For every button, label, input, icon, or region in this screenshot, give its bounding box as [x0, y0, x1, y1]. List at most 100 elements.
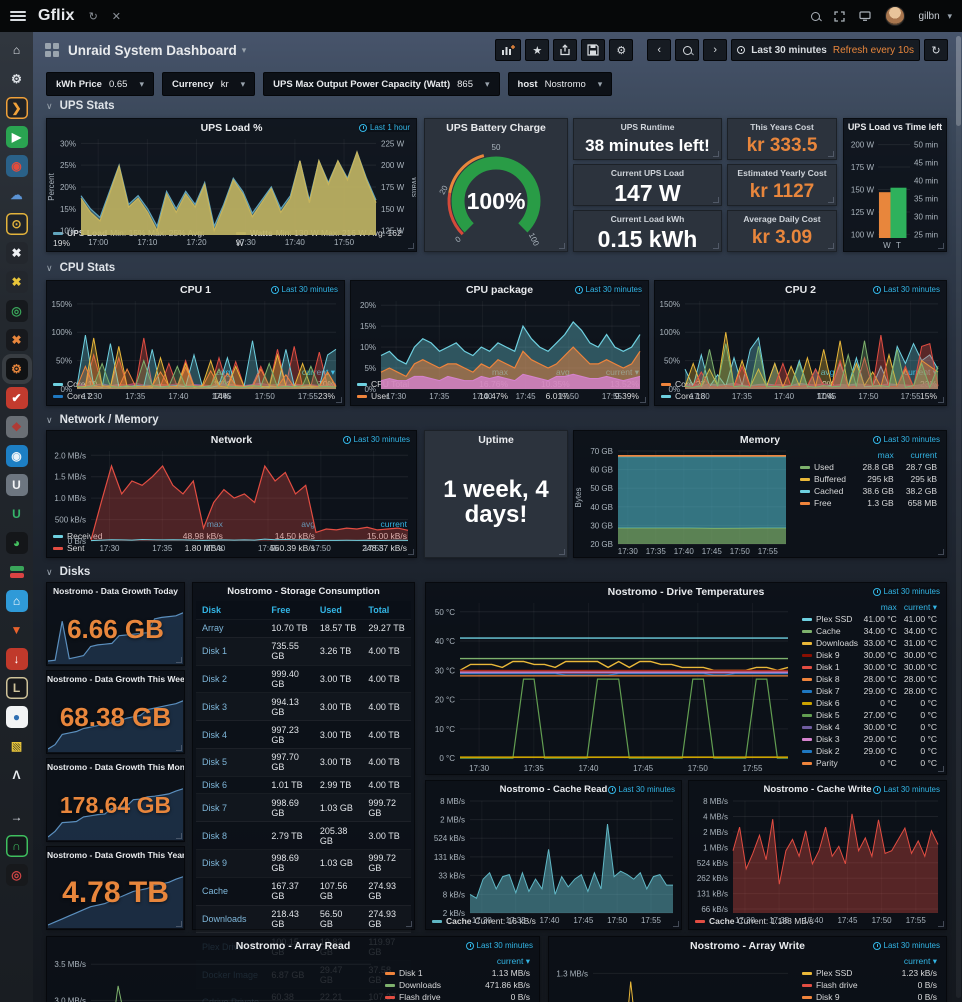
legend-item[interactable]: Disk 1 [385, 967, 463, 979]
time-back-button[interactable]: ‹ [647, 39, 672, 61]
time-range-badge[interactable]: Last 30 minutes [607, 785, 675, 794]
legend-column-header[interactable]: current [910, 450, 937, 460]
legend-column-header[interactable]: current ▾ [903, 956, 937, 966]
star-button[interactable]: ★ [525, 39, 550, 61]
cache-write-chart[interactable]: 66 kB/s 131 kB/s 262 kB/s 524 kB/s 1 MB/s 2 M… [689, 797, 946, 925]
app-x-orange-icon[interactable]: ✖ [5, 329, 28, 351]
app-green-u-icon[interactable]: U [12, 507, 21, 521]
app-blue-red-icon[interactable]: ◉ [5, 155, 28, 177]
cache-read-chart[interactable]: 2 kB/s 8 kB/s 33 kB/s 131 kB/s 524 kB/s 2 MB/… [426, 797, 681, 925]
legend-item[interactable]: User [357, 390, 449, 402]
panel-title[interactable]: Nostromo - Data Growth This Month [47, 762, 184, 772]
legend-item[interactable]: Flash drive [802, 979, 881, 991]
tab-refresh-icon[interactable]: ↻ [88, 10, 98, 23]
legend-item[interactable]: Downloads [802, 637, 860, 649]
network-chart[interactable]: 0 B/s 500 kB/s 1.0 MB/s 1.5 MB/s 2.0 MB/s 17:… [47, 447, 416, 553]
display-icon[interactable] [858, 11, 871, 21]
table-column-header[interactable]: Disk [196, 601, 266, 620]
panel-title[interactable]: This Years Cost [750, 122, 814, 132]
time-range-badge[interactable]: Last 30 minutes [465, 941, 533, 950]
app-shield-red-icon[interactable]: ✔ [5, 387, 28, 409]
variable-currency[interactable]: Currency kr ▾ [161, 72, 256, 96]
ups-load-chart[interactable]: 10% 15% 20% 25% 30% 125 W 150 W 175 W 200 W 225 W… [47, 135, 419, 247]
scrollbar[interactable] [956, 36, 961, 998]
app-green-play-icon[interactable]: ▶ [5, 126, 28, 148]
app-x-yellow-icon[interactable]: ✖ [5, 271, 28, 293]
panel-title[interactable]: CPU package [465, 284, 534, 296]
dashboard-title[interactable]: Unraid System Dashboard [68, 42, 237, 58]
panel-title[interactable]: Uptime [478, 434, 514, 446]
add-panel-button[interactable] [495, 39, 522, 61]
app-sushi-icon[interactable]: ◕ [5, 532, 28, 554]
panel-title[interactable]: Estimated Yearly Cost [737, 168, 827, 178]
home-icon[interactable]: ⌂ [12, 43, 21, 57]
legend-item[interactable]: Disk 2 [802, 745, 860, 757]
panel-title[interactable]: Current Load kWh [610, 214, 685, 224]
panel-title[interactable]: UPS Battery Charge [446, 122, 546, 134]
legend-item[interactable]: Core 2 [53, 390, 172, 402]
app-download-red-icon[interactable]: ↓ [5, 648, 28, 670]
legend-item[interactable]: Cache [802, 625, 860, 637]
app-jacket-icon[interactable]: Λ [12, 768, 21, 782]
legend-item[interactable]: Flash drive [385, 991, 463, 1002]
legend-item[interactable]: Disk 5 [802, 709, 860, 721]
variable-host[interactable]: host Nostromo ▾ [507, 72, 613, 96]
ups-load-vs-time-chart[interactable]: 100 W 125 W 150 W 175 W 200 W 25 min 30 min 35 … [844, 135, 946, 251]
panel-title[interactable]: Nostromo - Cache Read [499, 784, 608, 795]
app-github-icon[interactable]: ∩ [5, 835, 28, 857]
time-forward-button[interactable]: › [703, 39, 728, 61]
legend-item[interactable]: Plex SSD [802, 613, 860, 625]
panel-title[interactable]: Nostromo - Data Growth This Year [47, 850, 184, 860]
legend-column-header[interactable]: current ▾ [301, 367, 335, 377]
legend-column-header[interactable]: current ▾ [903, 602, 937, 612]
legend-item[interactable]: Disk 4 [802, 721, 860, 733]
legend-column-header[interactable]: current ▾ [496, 956, 530, 966]
legend-item[interactable]: Sent [53, 542, 142, 554]
search-icon[interactable] [810, 11, 820, 21]
legend-item[interactable]: Plex SSD [802, 967, 881, 979]
dashboard-settings-button[interactable]: ⚙ [609, 39, 634, 61]
legend-column-header[interactable]: current ▾ [903, 367, 937, 377]
legend-item[interactable]: Disk 9 [802, 991, 881, 1002]
time-picker-button[interactable]: Last 30 minutes Refresh every 10s [731, 39, 920, 61]
share-button[interactable] [553, 39, 578, 61]
legend-item[interactable]: Core 10 [53, 378, 172, 390]
app-gear-orange-icon[interactable]: ⚙ [5, 358, 28, 380]
legend-item[interactable]: Disk 6 [802, 697, 860, 709]
section-ups-stats[interactable]: ∨ UPS Stats [46, 100, 115, 112]
panel-title[interactable]: Average Daily Cost [743, 214, 821, 224]
save-button[interactable] [581, 39, 606, 61]
section-disks[interactable]: ∨ Disks [46, 566, 91, 578]
app-gitlab-icon[interactable]: ▼ [10, 623, 23, 637]
section-network-memory[interactable]: ∨ Network / Memory [46, 414, 159, 426]
legend-item[interactable]: Disk 9 [802, 649, 860, 661]
app-sub-icon[interactable]: ▧ [10, 739, 23, 753]
legend-column-header[interactable]: current [380, 519, 407, 529]
legend-column-header[interactable]: max [142, 518, 226, 530]
app-cluster-red-icon[interactable]: ❖ [5, 416, 28, 438]
legend-column-header[interactable]: max [880, 602, 897, 612]
panel-title[interactable]: Network [210, 434, 253, 446]
legend-column-header[interactable]: avg [820, 367, 835, 377]
panel-title[interactable]: Nostromo - Data Growth This Week [47, 674, 184, 684]
panel-title[interactable]: UPS Load % [200, 122, 263, 134]
app-bars-icon[interactable] [6, 561, 28, 583]
app-ubiquiti-icon[interactable]: U [5, 474, 28, 496]
time-range-badge[interactable]: Last 30 minutes [342, 435, 410, 444]
app-blue-dot-icon[interactable]: ◉ [5, 445, 28, 467]
legend-item[interactable]: Disk 7 [802, 685, 860, 697]
time-range-badge[interactable]: Last 1 hour [358, 123, 410, 132]
array-read-chart[interactable]: 2.5 MB/s3.0 MB/s3.5 MB/s [47, 953, 379, 1002]
table-column-header[interactable]: Used [313, 601, 363, 620]
menu-icon[interactable] [10, 11, 26, 21]
time-range-badge[interactable]: Last 30 minutes [872, 587, 940, 596]
panel-title[interactable]: Nostromo - Array Write [690, 940, 805, 952]
fullscreen-icon[interactable] [833, 10, 845, 22]
user-avatar[interactable] [884, 6, 905, 26]
legend-item[interactable]: Downloads [385, 979, 463, 991]
zoom-out-button[interactable] [675, 39, 700, 61]
panel-title[interactable]: CPU 1 [180, 284, 211, 296]
cpu1-chart[interactable]: 0% 50% 100% 150% 17:30 17:35 17:40 17:45 17:50 17… [47, 297, 344, 401]
app-orange-arrow-icon[interactable]: ❯ [5, 97, 28, 119]
legend-item[interactable]: Parity [802, 757, 860, 769]
